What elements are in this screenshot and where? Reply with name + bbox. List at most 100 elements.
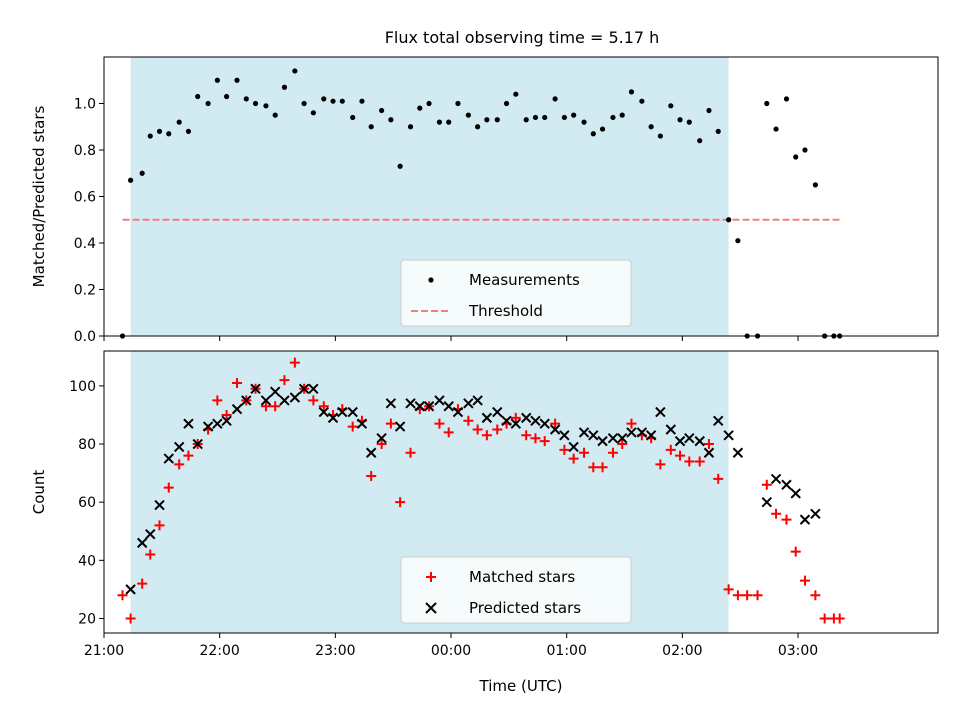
predicted-star-point — [298, 383, 310, 395]
measurement-point — [686, 119, 692, 125]
measurement-point — [388, 117, 394, 123]
measurement-point — [503, 100, 510, 107]
measurement-point — [465, 112, 471, 118]
predicted-star-point — [799, 514, 811, 525]
measurement-point — [812, 182, 818, 188]
measurement-point — [176, 119, 182, 125]
measurement-point — [185, 128, 192, 134]
legend-entry-label: Measurements — [469, 271, 580, 289]
measurement-point — [139, 170, 145, 176]
measurement-point — [272, 112, 278, 118]
predicted-star-point — [173, 441, 185, 453]
bottom-axes-frame — [103, 350, 939, 634]
measurement-point — [407, 124, 414, 130]
predicted-star-point — [269, 386, 281, 397]
predicted-star-point — [732, 447, 744, 458]
measurement-point — [205, 100, 211, 107]
measurement-point — [359, 98, 365, 104]
predicted-star-point — [713, 415, 724, 426]
predicted-star-point — [645, 430, 657, 441]
measurement-point — [426, 100, 432, 107]
predicted-star-point — [559, 430, 570, 441]
measurement-point — [330, 98, 336, 104]
measurement-point — [156, 128, 163, 134]
measurement-point — [321, 96, 327, 102]
legend-box — [400, 259, 632, 327]
matched-star-point — [125, 613, 136, 624]
matched-star-point — [703, 439, 714, 450]
bottom-panel: 20 40 60 80 100 Count 21:00 22:00 23:00 00:00 01:0… — [30, 350, 939, 695]
predicted-star-point — [394, 421, 406, 432]
measurement-point — [310, 110, 316, 116]
series-measurements — [119, 68, 843, 339]
predicted-star-point — [434, 395, 445, 406]
matched-star-point — [752, 590, 763, 601]
measurement-point — [628, 89, 635, 95]
matched-star-point — [318, 401, 329, 412]
x-tick-label: 03:00 — [778, 643, 818, 659]
measurement-point — [368, 124, 374, 130]
matched-star-point — [723, 584, 734, 595]
measurement-point — [446, 119, 452, 125]
predicted-star-point — [549, 424, 561, 435]
matched-star-point — [568, 453, 579, 464]
measurement-point — [484, 117, 490, 123]
predicted-star-point — [145, 528, 156, 540]
matched-star-point — [221, 409, 232, 420]
x-tick-label: 01:00 — [547, 643, 587, 659]
predicted-star-point — [260, 395, 272, 406]
matched-star-point — [270, 401, 281, 412]
measurement-point — [668, 103, 674, 109]
matched-star-point — [810, 590, 821, 601]
measurement-point — [513, 91, 519, 97]
matched-star-point — [539, 436, 550, 447]
matched-star-point — [510, 412, 521, 423]
predicted-star-point — [665, 424, 677, 435]
measurement-point — [657, 133, 663, 139]
predicted-star-point — [463, 398, 474, 409]
legend-entry-label: Threshold — [468, 302, 543, 320]
predicted-star-point — [588, 430, 599, 441]
matched-star-point — [617, 439, 628, 450]
matched-star-point — [684, 456, 695, 467]
matched-star-point — [799, 575, 810, 586]
measurement-point — [417, 105, 423, 111]
matched-star-point — [347, 421, 358, 432]
predicted-star-point — [279, 395, 290, 406]
y-tick-label: 20 — [78, 611, 96, 627]
y-tick-label: 0.4 — [74, 236, 96, 252]
y-tick-label: 0.2 — [74, 283, 96, 299]
matched-star-point — [819, 613, 830, 624]
matched-star-point — [183, 450, 194, 461]
matched-star-point — [481, 430, 492, 441]
matched-star-point — [289, 357, 300, 368]
predicted-star-point — [423, 401, 435, 412]
predicted-star-point — [636, 427, 648, 438]
matched-star-point — [395, 497, 406, 508]
predicted-star-point — [510, 418, 522, 429]
matched-star-point — [279, 375, 290, 386]
measurement-point — [195, 93, 201, 100]
measurement-point — [455, 100, 461, 107]
predicted-star-point — [125, 584, 136, 595]
matched-star-point — [665, 444, 676, 455]
predicted-star-point — [674, 435, 686, 447]
predicted-star-point — [192, 438, 203, 450]
matched-star-point — [308, 395, 319, 406]
predicted-star-point — [289, 392, 301, 403]
measurement-point — [599, 126, 606, 132]
measurement-point — [726, 217, 732, 223]
predicted-star-point — [655, 406, 666, 418]
chart-title: Flux total observing time = 5.17 h — [385, 28, 660, 47]
matched-star-point — [675, 450, 686, 461]
predicted-star-point — [472, 395, 483, 406]
matched-star-point — [732, 590, 743, 601]
measurement-point — [166, 131, 172, 137]
series-predicted-stars — [125, 383, 821, 595]
predicted-star-point — [241, 395, 252, 406]
predicted-star-point — [520, 412, 532, 424]
predicted-star-point — [578, 427, 590, 438]
predicted-star-point — [212, 418, 223, 429]
measurement-point — [571, 112, 577, 118]
measurement-point — [523, 117, 529, 123]
